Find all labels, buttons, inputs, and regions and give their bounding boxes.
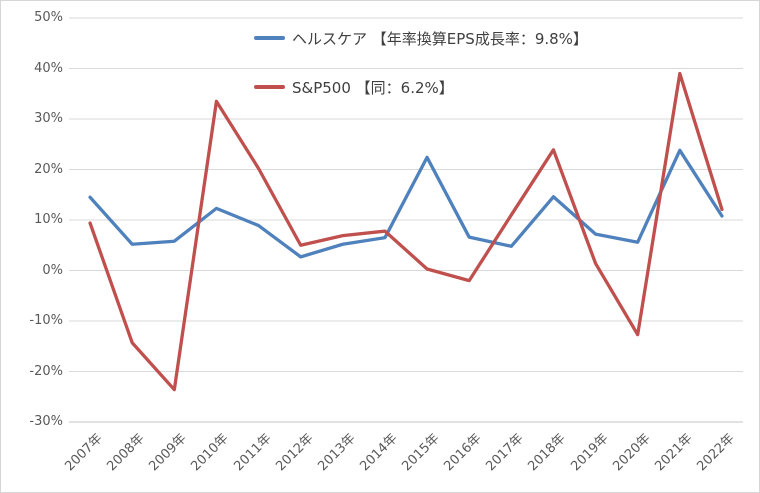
legend-line-swatch-healthcare <box>254 36 285 40</box>
y-tick-label: 20% <box>34 161 63 177</box>
legend-line-swatch-sp500 <box>254 85 285 89</box>
series-line-0 <box>88 148 724 259</box>
y-tick-label: 50% <box>34 10 63 25</box>
y-tick-label: 30% <box>34 111 63 126</box>
y-tick-label: 10% <box>34 212 63 227</box>
y-tick-label: -10% <box>29 313 63 328</box>
series-line-1 <box>88 71 724 392</box>
legend-label-healthcare: ヘルスケア 【年率換算EPS成長率：9.8%】 <box>292 29 588 48</box>
legend-item-sp500: S&P500 【同：6.2%】 <box>254 76 588 98</box>
y-tick-label: -20% <box>29 363 63 379</box>
y-tick-label: 0% <box>42 262 63 278</box>
legend-label-sp500: S&P500 【同：6.2%】 <box>292 78 454 97</box>
legend-item-healthcare: ヘルスケア 【年率換算EPS成長率：9.8%】 <box>254 27 588 49</box>
legend: ヘルスケア 【年率換算EPS成長率：9.8%】 S&P500 【同：6.2%】 <box>254 27 588 125</box>
y-tick-label: -30% <box>29 414 63 429</box>
y-tick-label: 40% <box>34 60 63 76</box>
